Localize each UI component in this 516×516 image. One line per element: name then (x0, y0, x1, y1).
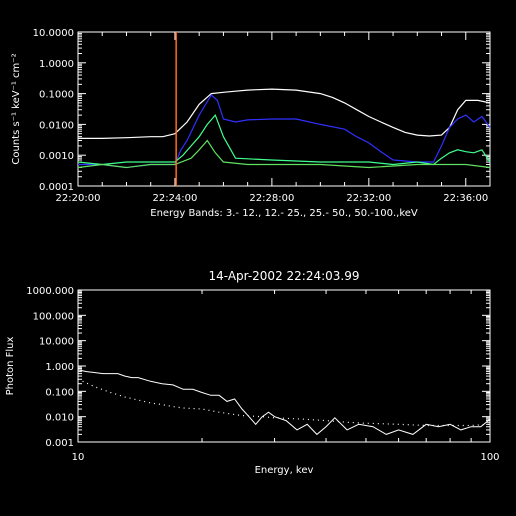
x-tick-label: 22:28:00 (249, 193, 294, 204)
y-tick-label: 1.000 (45, 362, 74, 373)
spectrum-model-dotted-line (77, 378, 491, 427)
y-tick-label: 0.001 (45, 438, 74, 449)
series-3-12kev-line (78, 88, 491, 139)
x-tick-label: 22:20:00 (56, 193, 101, 204)
lightcurve-series (77, 88, 491, 169)
lightcurve-frame (77, 31, 491, 187)
series-50-100kev-line (77, 139, 491, 169)
x-tick-label: 10 (72, 452, 85, 463)
spectrum-x-label: Energy, kev (255, 465, 314, 476)
spectrum-frame (77, 289, 491, 443)
lightcurve-y-label: Counts s⁻¹ keV⁻¹ cm⁻² (11, 53, 22, 164)
y-tick-label: 10.000 (39, 337, 74, 348)
y-tick-label: 0.100 (45, 387, 74, 398)
y-tick-label: 1.0000 (39, 59, 74, 70)
lightcurve-panel: 10.0000 1.0000 0.1000 0.0100 0.0010 0.0001 22… (11, 28, 491, 219)
lightcurve-x-label: Energy Bands: 3.- 12., 12.- 25., 25.- 50… (150, 208, 418, 219)
spectrum-x-ticks: 10 100 (72, 290, 500, 463)
x-tick-label: 100 (480, 452, 499, 463)
x-tick-label: 22:36:00 (443, 193, 488, 204)
y-tick-label: 0.0001 (39, 182, 74, 193)
y-tick-label: 1000.000 (26, 286, 74, 297)
y-tick-label: 10.0000 (33, 28, 74, 39)
spectrum-y-label: Photon Flux (5, 337, 16, 396)
spectrum-title: 14-Apr-2002 22:24:03.99 (209, 269, 360, 283)
lightcurve-y-ticks: 10.0000 1.0000 0.1000 0.0100 0.0010 0.0001 (33, 28, 490, 193)
spectrum-panel: 14-Apr-2002 22:24:03.99 1000.000100.0001… (5, 269, 500, 476)
y-tick-label: 0.010 (45, 413, 74, 424)
series-12-25kev-line (78, 94, 491, 169)
x-tick-label: 22:24:00 (152, 193, 197, 204)
lightcurve-x-ticks: 22:20:00 22:24:00 22:28:00 22:32:00 22:36:00 (56, 32, 491, 204)
series-25-50kev-line (77, 113, 491, 166)
y-tick-label: 0.1000 (39, 90, 74, 101)
x-tick-label: 22:32:00 (346, 193, 391, 204)
spectrum-series (77, 369, 491, 436)
spectrum-y-ticks: 1000.000 100.000 10.000 1.000 0.100 0.010 0.00… (26, 286, 490, 449)
y-tick-label: 0.0010 (39, 151, 74, 162)
y-tick-label: 100.000 (33, 311, 74, 322)
y-tick-label: 0.0100 (39, 120, 74, 131)
spectrum-data-line (77, 369, 491, 436)
